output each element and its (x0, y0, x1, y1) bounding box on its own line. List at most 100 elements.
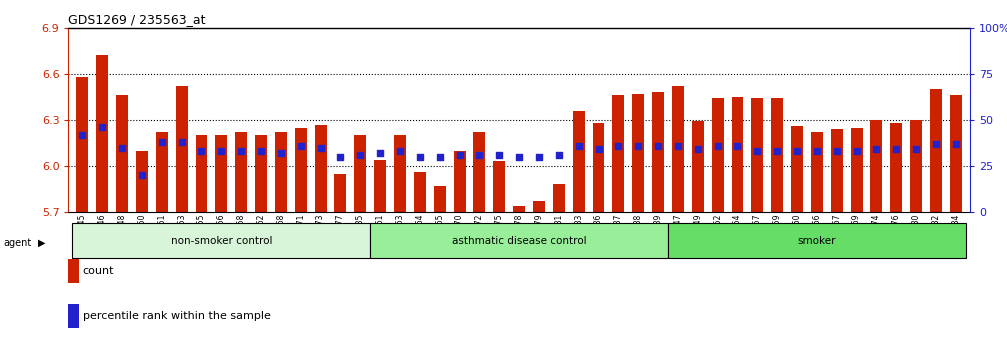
Bar (295, 128, 307, 212)
Point (213, 148, 230, 154)
Point (610, 143, 626, 148)
Bar (672, 86, 684, 212)
Bar (930, 89, 942, 212)
Bar (692, 121, 704, 212)
Point (373, 150, 389, 156)
Point (234, 148, 250, 154)
Bar (493, 161, 506, 212)
Bar (236, 132, 247, 212)
Bar (255, 135, 267, 212)
Point (908, 147, 924, 152)
Point (332, 154, 348, 159)
Point (511, 154, 528, 159)
Point (551, 152, 567, 158)
Bar (592, 123, 604, 212)
Bar (811, 132, 823, 212)
Text: agent: agent (3, 238, 31, 248)
Point (809, 148, 825, 154)
Point (451, 152, 467, 158)
Text: GDS1269 / 235563_at: GDS1269 / 235563_at (68, 13, 206, 27)
Point (95, 125, 111, 130)
Point (690, 147, 706, 152)
Point (749, 148, 765, 154)
Point (471, 152, 487, 158)
Bar (731, 97, 743, 212)
Bar (394, 135, 406, 212)
Bar (553, 185, 565, 212)
Point (948, 141, 964, 147)
Bar (668, 223, 966, 258)
Bar (632, 94, 644, 212)
Bar (950, 95, 962, 212)
Text: non-smoker control: non-smoker control (170, 236, 272, 246)
Bar (870, 120, 882, 212)
Bar (453, 151, 465, 212)
Point (75, 132, 91, 137)
Bar (371, 223, 668, 258)
Point (868, 147, 884, 152)
Bar (434, 186, 446, 212)
Point (571, 143, 587, 148)
Bar (910, 120, 922, 212)
Point (531, 154, 547, 159)
Point (154, 139, 170, 145)
Point (590, 147, 606, 152)
Bar (712, 98, 724, 212)
Point (173, 139, 189, 145)
Bar (831, 129, 843, 212)
Point (193, 148, 209, 154)
Point (729, 143, 745, 148)
Point (392, 148, 408, 154)
Text: percentile rank within the sample: percentile rank within the sample (83, 311, 271, 321)
Bar (375, 160, 386, 212)
Bar (136, 151, 148, 212)
Bar (354, 135, 367, 212)
Bar (314, 125, 326, 212)
Point (253, 148, 269, 154)
Bar (573, 111, 585, 212)
Point (888, 147, 904, 152)
Point (710, 143, 726, 148)
Point (491, 152, 508, 158)
Point (630, 143, 646, 148)
Bar (97, 55, 108, 212)
Point (927, 141, 944, 147)
Bar (275, 132, 287, 212)
Point (412, 154, 428, 159)
Point (293, 143, 309, 148)
Bar (414, 172, 426, 212)
Bar (175, 86, 187, 212)
Bar (771, 98, 783, 212)
Point (114, 145, 130, 150)
Bar (751, 98, 763, 212)
Point (650, 143, 666, 148)
Point (849, 148, 865, 154)
Point (432, 154, 448, 159)
Point (273, 150, 289, 156)
Text: ▶: ▶ (38, 238, 45, 248)
Bar (514, 206, 525, 212)
Point (670, 143, 686, 148)
Bar (533, 201, 545, 212)
Point (769, 148, 785, 154)
Text: count: count (83, 266, 114, 276)
Point (312, 145, 328, 150)
Bar (116, 95, 128, 212)
Bar (156, 132, 168, 212)
Point (352, 152, 369, 158)
Point (788, 148, 805, 154)
Text: asthmatic disease control: asthmatic disease control (452, 236, 586, 246)
Bar (334, 174, 346, 212)
Point (134, 172, 150, 178)
Bar (473, 132, 485, 212)
Bar (653, 92, 664, 212)
Bar (195, 135, 207, 212)
Bar (77, 77, 89, 212)
Text: smoker: smoker (798, 236, 836, 246)
Bar (792, 126, 803, 212)
Bar (215, 135, 228, 212)
Point (829, 148, 845, 154)
Bar (851, 128, 863, 212)
Bar (612, 95, 624, 212)
Bar (73, 223, 371, 258)
